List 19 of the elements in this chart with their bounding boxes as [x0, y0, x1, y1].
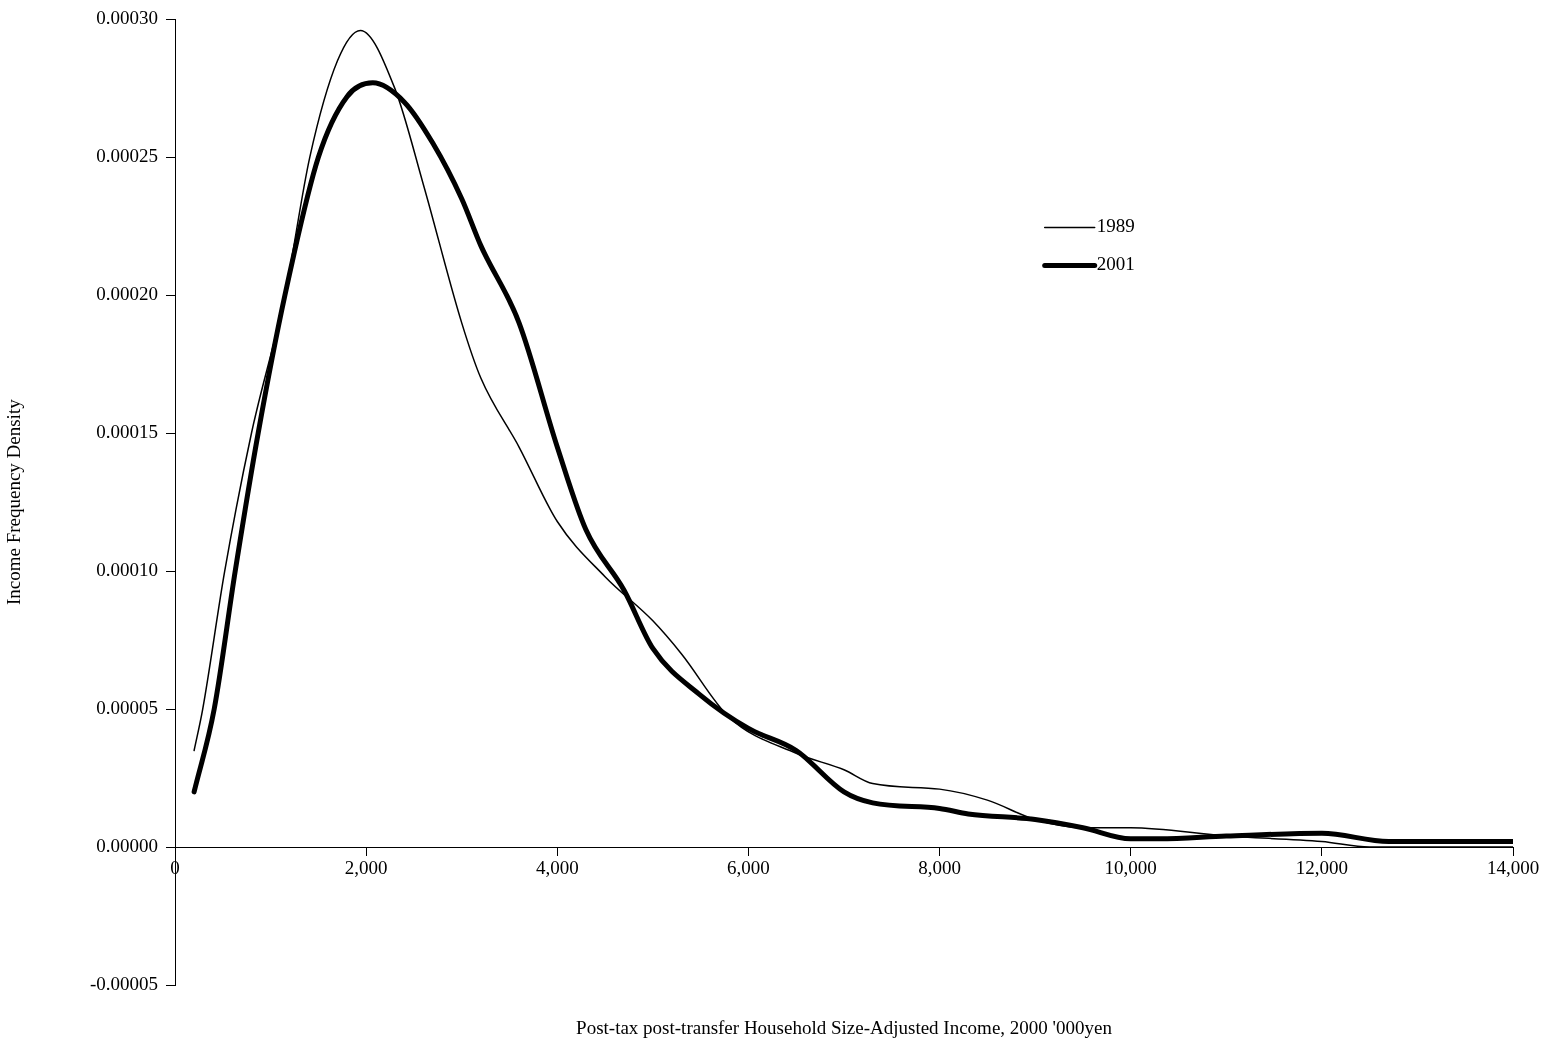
y-tick-label: 0.00020 [96, 283, 158, 305]
x-tick-label: 6,000 [727, 857, 770, 879]
x-tick-label: 14,000 [1486, 857, 1540, 879]
x-tick-label: 10,000 [1104, 857, 1157, 879]
y-tick-label: 0.00025 [96, 145, 158, 167]
y-tick-label: 0.00030 [96, 7, 158, 29]
y-axis-title: Income Frequency Density [3, 398, 25, 606]
legend-label: 1989 [1096, 215, 1135, 237]
y-tick-label: 0.00010 [96, 559, 158, 581]
x-tick-label: 4,000 [535, 857, 579, 879]
legend-label: 2001 [1096, 253, 1135, 275]
x-axis-title: Post-tax post-transfer Household Size-Adjusted Income, 2000 '000yen [576, 1016, 1113, 1038]
y-tick-label: 0.00005 [96, 697, 158, 719]
x-tick-label: 2,000 [344, 857, 388, 879]
x-tick-label: 12,000 [1295, 857, 1348, 879]
x-tick-label: 8,000 [918, 857, 961, 879]
y-tick-label: -0.00005 [89, 972, 158, 994]
y-tick-label: 0.00000 [96, 835, 158, 857]
y-tick-label: 0.00015 [96, 421, 158, 443]
